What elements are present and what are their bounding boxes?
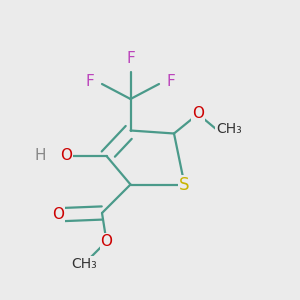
Text: F: F [126, 51, 135, 66]
Text: CH₃: CH₃ [71, 257, 97, 271]
Text: S: S [179, 176, 190, 194]
Text: F: F [167, 74, 175, 88]
Text: CH₃: CH₃ [216, 122, 242, 136]
Text: F: F [86, 74, 94, 88]
Text: O: O [100, 234, 112, 249]
Text: O: O [192, 106, 204, 122]
Text: O: O [52, 207, 64, 222]
Text: H: H [35, 148, 46, 164]
Text: O: O [60, 148, 72, 164]
